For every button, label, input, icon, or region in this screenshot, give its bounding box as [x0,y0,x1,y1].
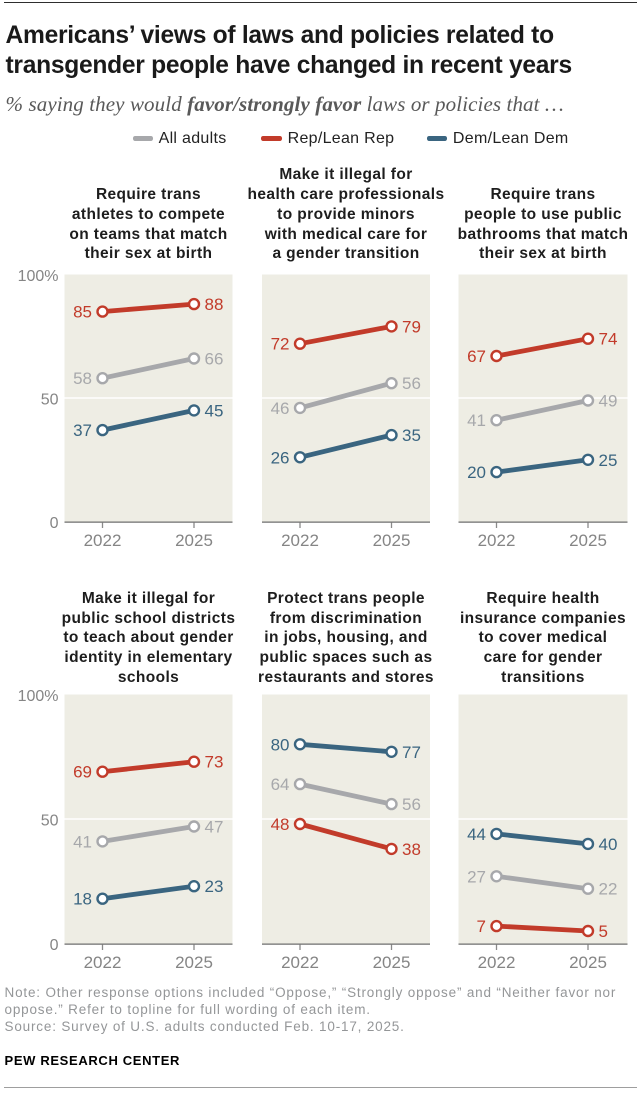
svg-text:38: 38 [402,840,421,859]
svg-text:45: 45 [205,401,224,420]
svg-text:50: 50 [41,392,59,409]
svg-text:56: 56 [402,795,421,814]
svg-text:100%: 100% [18,268,59,285]
svg-text:74: 74 [599,330,618,349]
svg-text:100%: 100% [18,688,59,705]
svg-text:2025: 2025 [569,953,607,972]
svg-text:5: 5 [599,922,608,941]
svg-text:2025: 2025 [175,531,213,550]
svg-text:25: 25 [599,451,618,470]
svg-text:40: 40 [599,835,618,854]
svg-text:44: 44 [467,825,486,844]
svg-text:2025: 2025 [373,531,411,550]
svg-text:66: 66 [205,350,224,369]
svg-text:88: 88 [205,295,224,314]
svg-text:22: 22 [599,880,618,899]
svg-text:56: 56 [402,374,421,393]
svg-text:2025: 2025 [373,953,411,972]
svg-text:0: 0 [50,937,59,954]
svg-text:69: 69 [73,763,92,782]
svg-text:77: 77 [402,743,421,762]
svg-text:7: 7 [477,917,486,936]
svg-text:2022: 2022 [478,531,516,550]
svg-text:2025: 2025 [175,953,213,972]
svg-text:58: 58 [73,369,92,388]
svg-text:48: 48 [271,815,290,834]
svg-text:50: 50 [41,813,59,830]
svg-text:23: 23 [205,877,224,896]
svg-text:72: 72 [271,335,290,354]
svg-text:2022: 2022 [281,953,319,972]
svg-text:26: 26 [271,448,290,467]
svg-text:73: 73 [205,753,224,772]
svg-text:27: 27 [467,867,486,886]
svg-text:79: 79 [402,317,421,336]
svg-text:64: 64 [271,775,290,794]
svg-text:35: 35 [402,426,421,445]
svg-text:2025: 2025 [569,531,607,550]
svg-text:47: 47 [205,818,224,837]
svg-text:2022: 2022 [478,953,516,972]
svg-text:37: 37 [73,421,92,440]
svg-text:2022: 2022 [84,953,122,972]
svg-text:49: 49 [599,392,618,411]
svg-text:80: 80 [271,735,290,754]
svg-text:41: 41 [467,411,486,430]
svg-text:67: 67 [467,347,486,366]
svg-text:85: 85 [73,303,92,322]
svg-text:46: 46 [271,399,290,418]
svg-text:18: 18 [73,890,92,909]
svg-text:0: 0 [50,515,59,532]
svg-text:2022: 2022 [84,531,122,550]
svg-text:2022: 2022 [281,531,319,550]
svg-text:41: 41 [73,832,92,851]
svg-text:20: 20 [467,463,486,482]
